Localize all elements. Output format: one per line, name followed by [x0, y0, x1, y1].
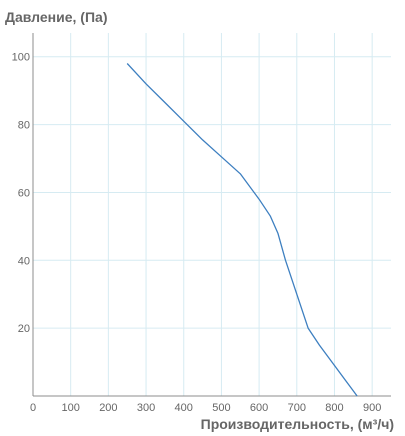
x-axis-title: Производительность, (м³/ч) — [201, 416, 394, 432]
series-line — [126, 63, 358, 397]
grid — [33, 33, 391, 396]
x-tick-label: 800 — [325, 402, 343, 414]
x-tick-label: 400 — [175, 402, 193, 414]
y-axis-title: Давление, (Па) — [5, 9, 107, 25]
tick-labels: 0 100 200 300 400 500 600 700 800 900 20 40 60 80 100 — [12, 52, 382, 414]
x-tick-label: 200 — [99, 402, 117, 414]
axes — [32, 33, 391, 397]
x-tick-label: 100 — [62, 402, 80, 414]
y-tick-label: 80 — [18, 120, 30, 132]
x-tick-label: 0 — [30, 402, 36, 414]
x-tick-label: 700 — [288, 402, 306, 414]
series — [126, 63, 358, 397]
y-tick-label: 40 — [18, 255, 30, 267]
x-tick-label: 300 — [137, 402, 155, 414]
y-tick-label: 100 — [12, 52, 30, 64]
x-tick-label: 500 — [212, 402, 230, 414]
x-tick-label: 900 — [363, 402, 381, 414]
y-tick-label: 60 — [18, 187, 30, 199]
x-tick-label: 600 — [250, 402, 268, 414]
y-tick-label: 20 — [18, 323, 30, 335]
